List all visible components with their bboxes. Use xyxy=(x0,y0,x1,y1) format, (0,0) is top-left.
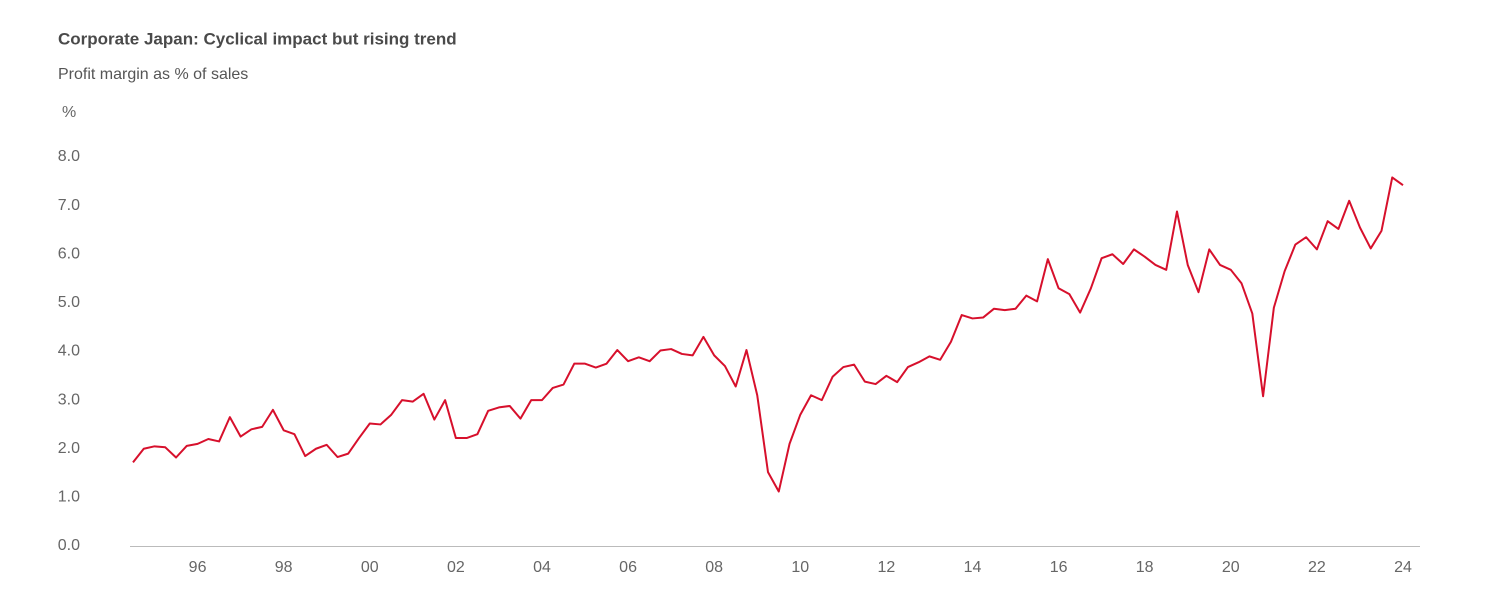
data-line xyxy=(132,176,1404,493)
x-tick-label: 10 xyxy=(791,559,809,576)
y-axis-label: % xyxy=(62,104,76,121)
x-tick-label: 08 xyxy=(705,559,723,576)
x-tick-label: 18 xyxy=(1136,559,1154,576)
y-tick-label: 7.0 xyxy=(58,197,80,214)
x-tick-label: 98 xyxy=(275,559,293,576)
x-tick-label: 22 xyxy=(1308,559,1326,576)
x-tick-label: 20 xyxy=(1222,559,1240,576)
chart-title: Corporate Japan: Cyclical impact but ris… xyxy=(58,29,457,48)
x-tick-label: 12 xyxy=(877,559,895,576)
x-tick-label: 96 xyxy=(189,559,207,576)
x-tick-label: 06 xyxy=(619,559,637,576)
chart-subtitle: Profit margin as % of sales xyxy=(58,66,248,83)
y-tick-label: 6.0 xyxy=(58,245,80,262)
x-tick-label: 02 xyxy=(447,559,465,576)
x-tick-label: 24 xyxy=(1394,559,1412,576)
x-tick-label: 16 xyxy=(1050,559,1068,576)
y-tick-label: 1.0 xyxy=(58,489,80,506)
x-tick-label: 04 xyxy=(533,559,551,576)
x-tick-label: 00 xyxy=(361,559,379,576)
y-tick-label: 5.0 xyxy=(58,294,80,311)
y-tick-label: 2.0 xyxy=(58,440,80,457)
y-tick-label: 0.0 xyxy=(58,537,80,554)
x-tick-label: 14 xyxy=(964,559,982,576)
y-tick-label: 4.0 xyxy=(58,343,80,360)
y-tick-label: 3.0 xyxy=(58,391,80,408)
y-tick-label: 8.0 xyxy=(58,148,80,165)
